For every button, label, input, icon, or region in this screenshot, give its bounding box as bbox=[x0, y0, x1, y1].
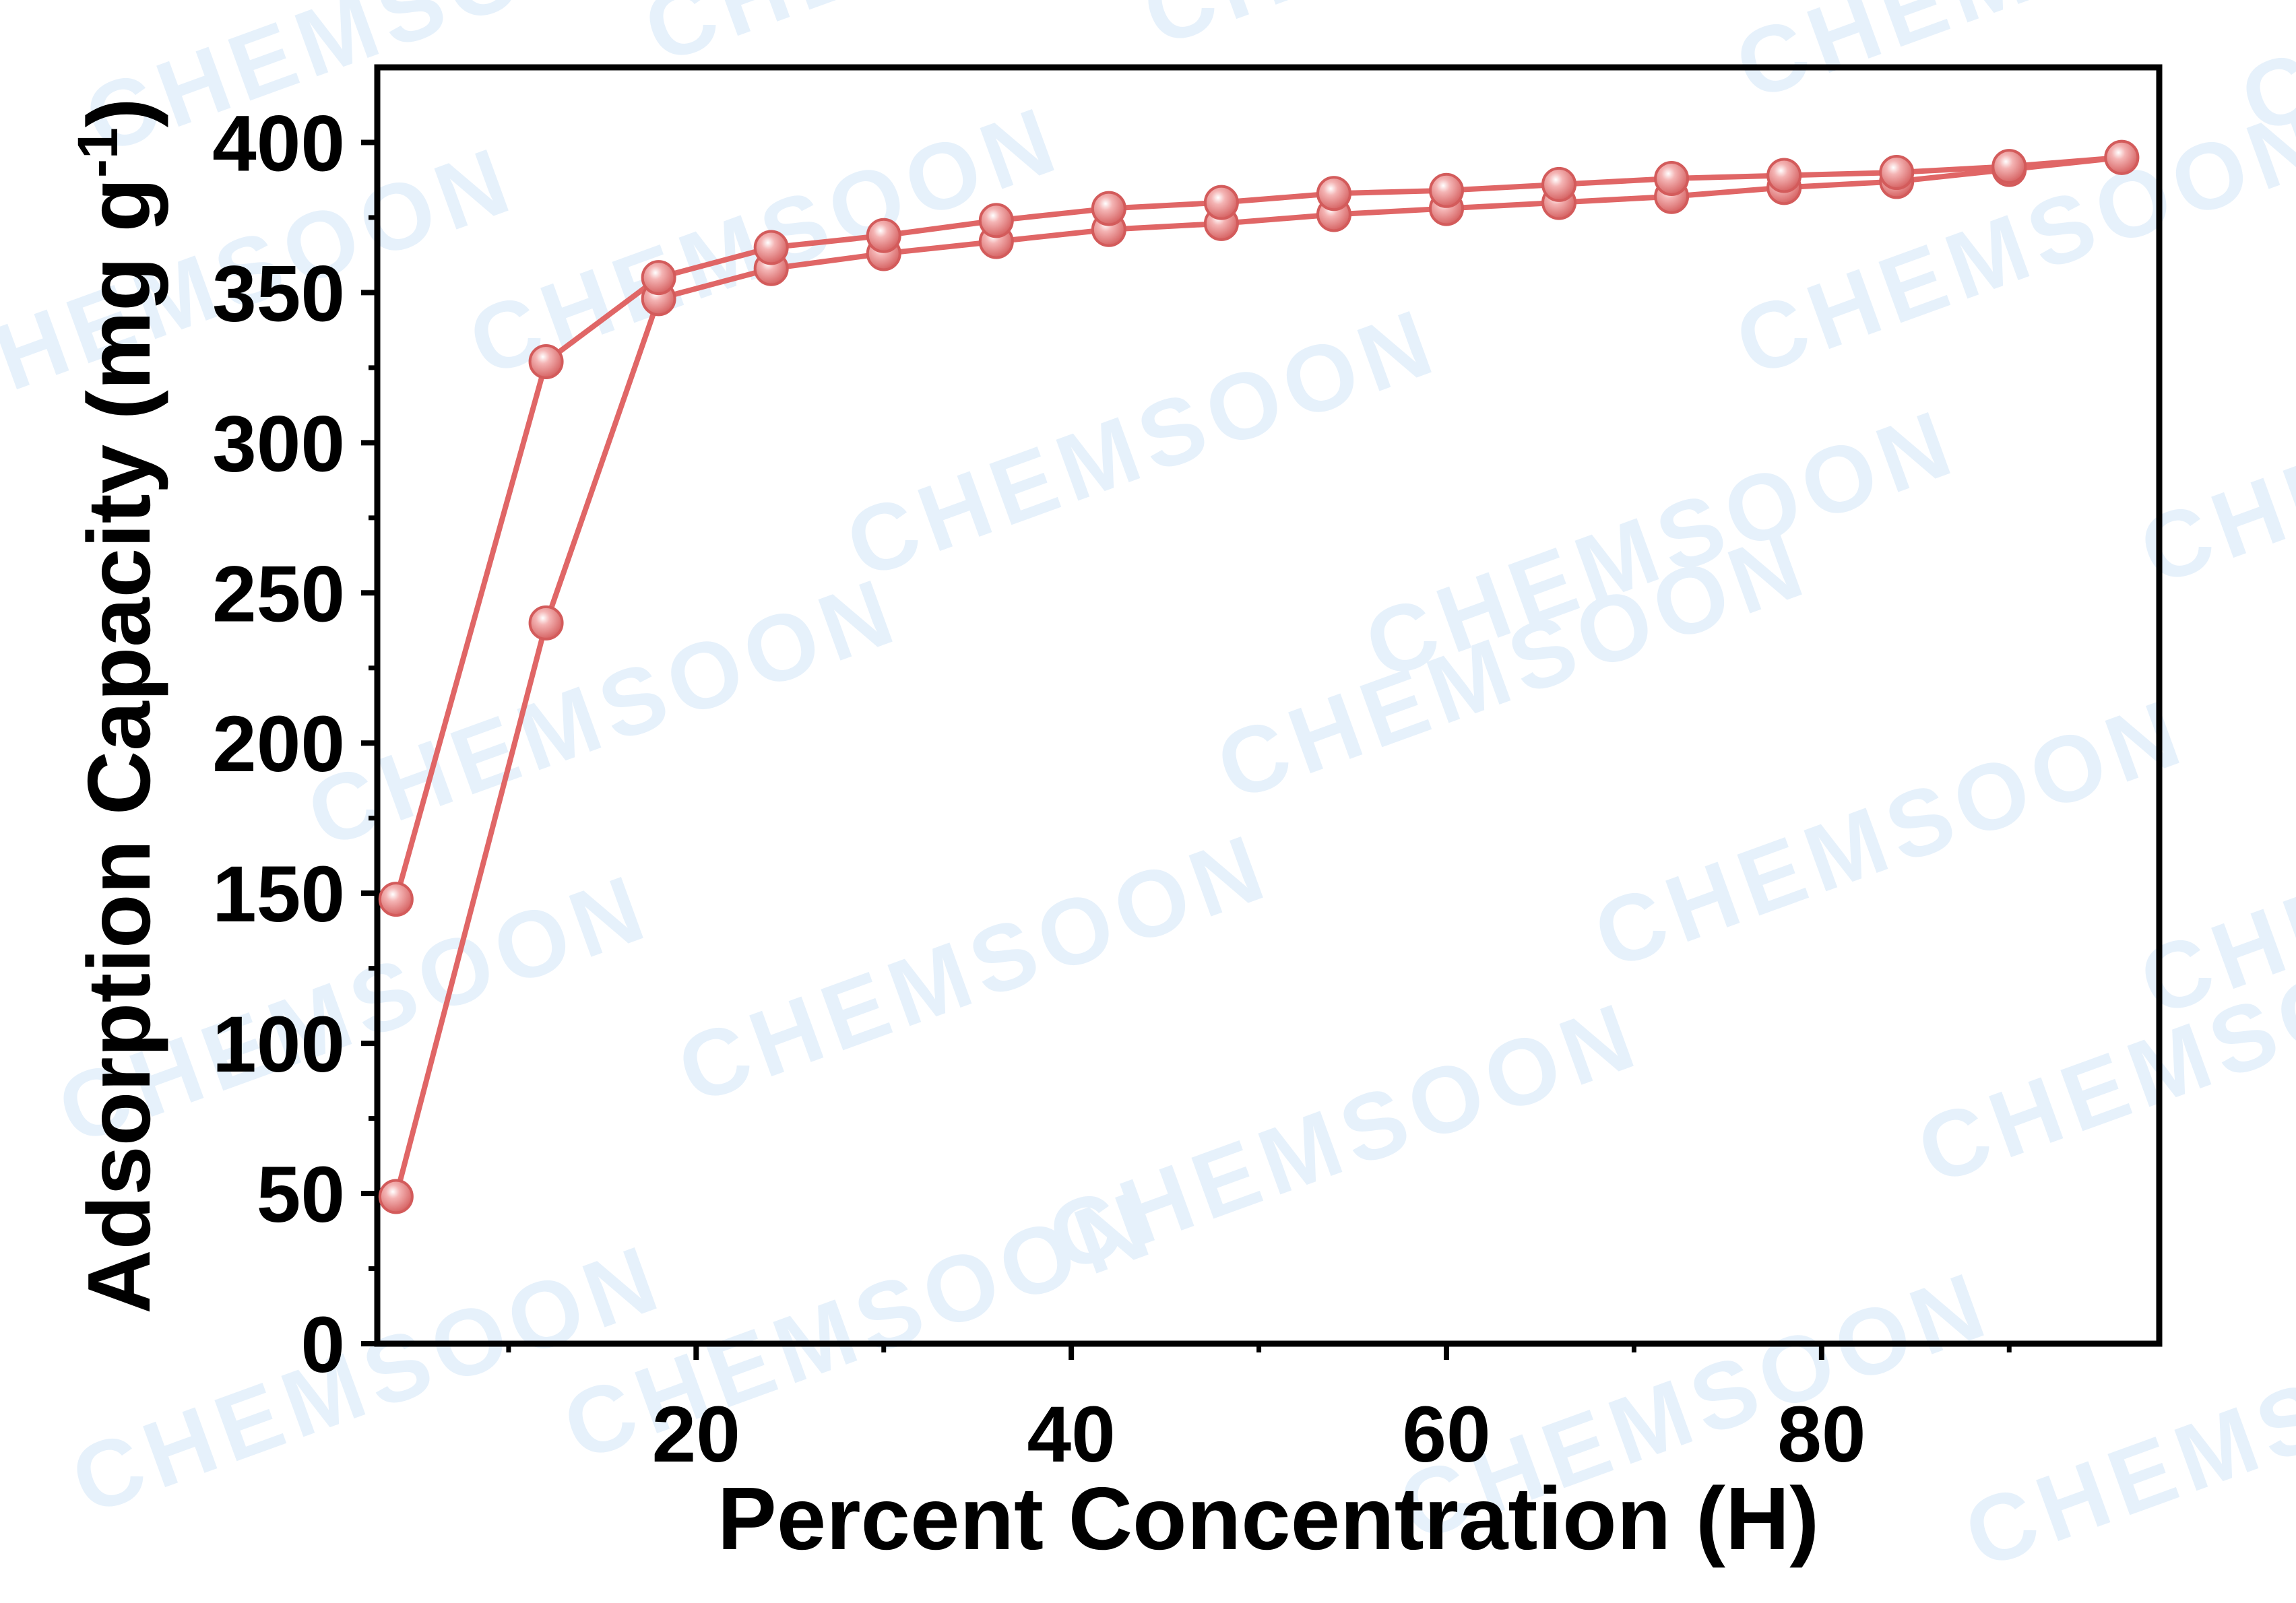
y-tick-label: 300 bbox=[212, 399, 345, 488]
series-line-1 bbox=[393, 154, 2122, 1198]
x-tick-label: 60 bbox=[1402, 1390, 1490, 1479]
data-point bbox=[1091, 191, 1126, 226]
data-point bbox=[1541, 166, 1577, 202]
data-point bbox=[753, 230, 789, 265]
y-tick-label: 200 bbox=[212, 700, 345, 789]
plot-frame bbox=[374, 64, 2163, 1347]
y-tick-label: 400 bbox=[212, 99, 345, 188]
watermark-text: CHEMSOON bbox=[1581, 678, 2200, 989]
data-point bbox=[1654, 160, 1690, 196]
y-tick-label: 0 bbox=[300, 1301, 345, 1389]
y-tick-label: 350 bbox=[212, 249, 345, 338]
y-axis-label: Adsorption Capacity (mg g-1) bbox=[66, 98, 168, 1313]
watermark-text: CHEMSOON bbox=[2127, 294, 2296, 605]
x-tick-label: 20 bbox=[652, 1390, 740, 1479]
data-point bbox=[641, 260, 676, 296]
data-point bbox=[866, 218, 901, 253]
data-point bbox=[1766, 158, 1802, 193]
watermark-text: CHEMSOON bbox=[1723, 85, 2296, 396]
x-tick-label: 40 bbox=[1027, 1390, 1116, 1479]
watermark-text: CHEMSOON bbox=[1130, 0, 1749, 66]
data-point bbox=[1429, 172, 1464, 208]
data-point bbox=[978, 203, 1014, 238]
watermark-text: CHEMSOON bbox=[1723, 0, 2296, 120]
data-point bbox=[1203, 185, 1239, 220]
data-point bbox=[1879, 155, 1915, 191]
watermark-text: CHEMSOON bbox=[294, 556, 914, 868]
watermark-text: CHEMSOON bbox=[665, 812, 1284, 1123]
y-tick-label: 150 bbox=[212, 850, 345, 939]
watermark-text: CHEMSOON bbox=[1952, 1277, 2296, 1588]
data-point bbox=[378, 1179, 414, 1214]
x-tick-label: 80 bbox=[1777, 1390, 1865, 1479]
data-point bbox=[378, 882, 414, 917]
y-tick-label: 50 bbox=[257, 1150, 345, 1239]
data-point bbox=[528, 605, 564, 641]
data-point bbox=[528, 344, 564, 379]
y-tick-label: 250 bbox=[212, 550, 345, 639]
watermark-text: CHEMSOON bbox=[833, 287, 1453, 598]
series-line-2 bbox=[393, 154, 2122, 901]
data-point bbox=[1991, 149, 2027, 185]
data-point bbox=[2104, 139, 2140, 175]
watermark-text: CHEMSOON bbox=[72, 0, 691, 174]
data-point bbox=[1316, 176, 1351, 211]
y-tick-label: 100 bbox=[212, 1000, 345, 1089]
x-axis-label: Percent Concentration (H) bbox=[718, 1469, 1820, 1568]
